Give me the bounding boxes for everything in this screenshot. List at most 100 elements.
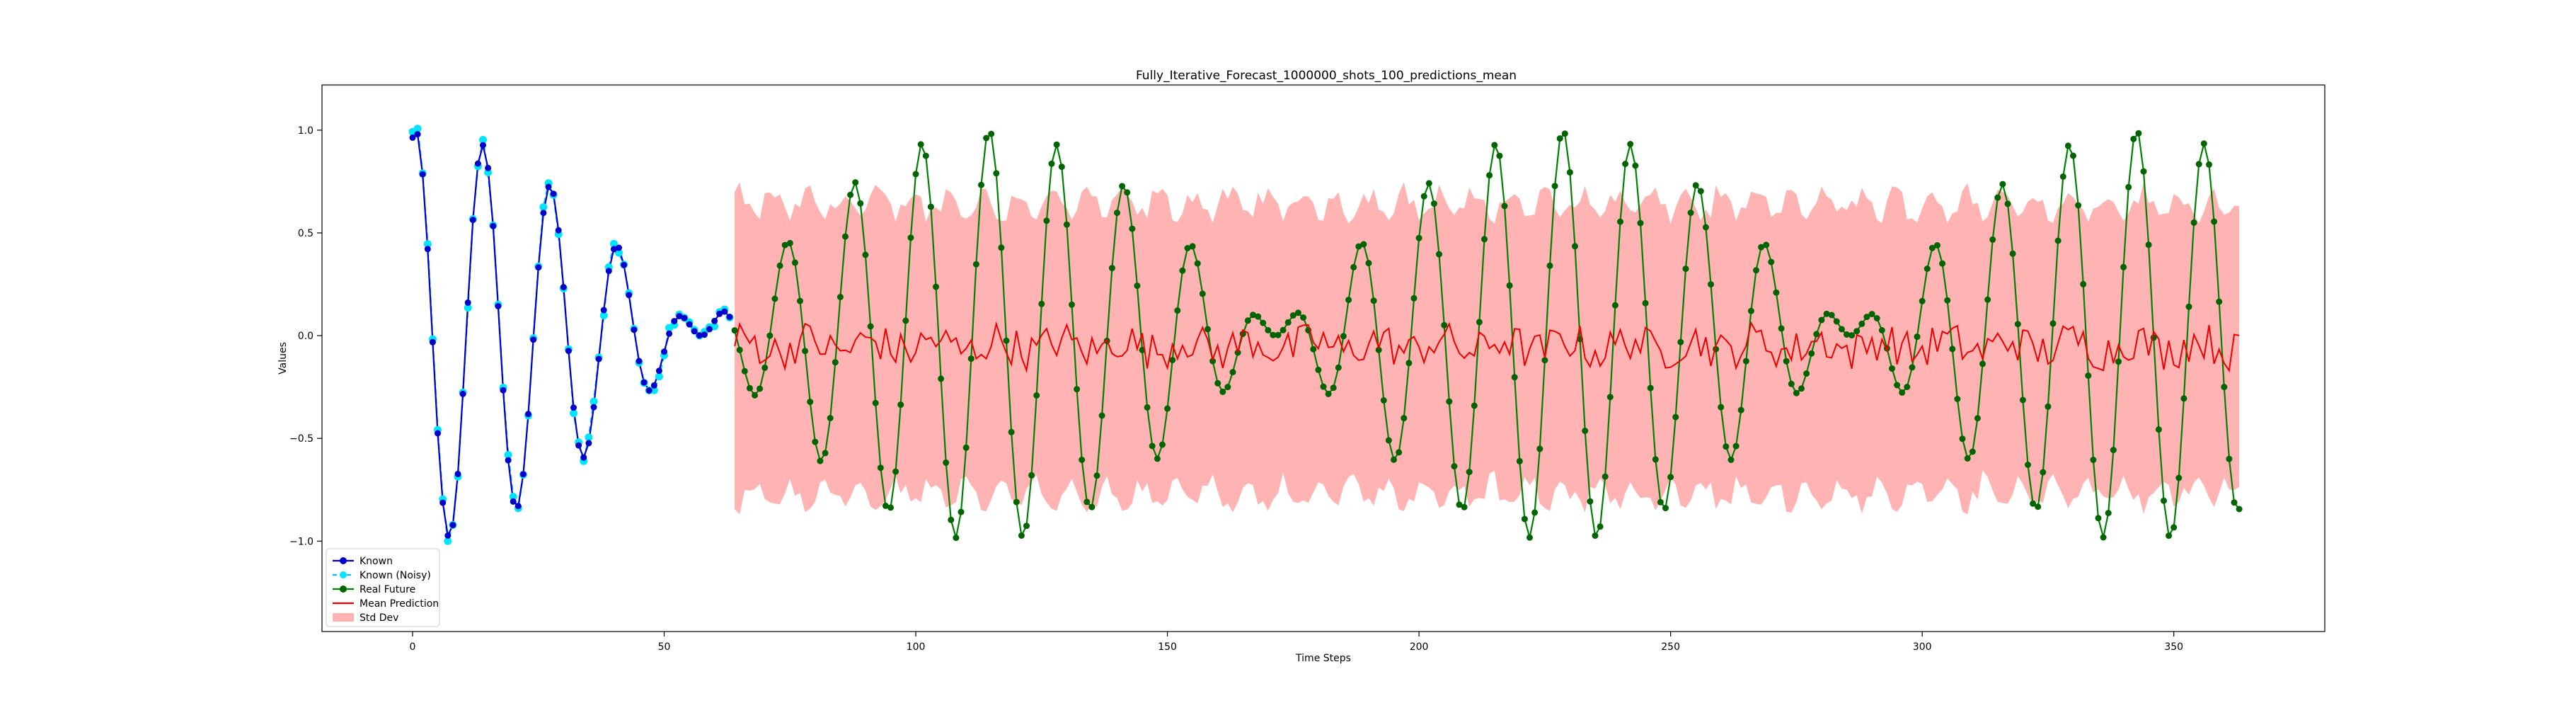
- real-future-point: [2095, 515, 2102, 522]
- real-future-point: [2100, 534, 2107, 541]
- x-tick-label: 300: [1913, 641, 1932, 653]
- real-future-point: [1069, 301, 1075, 308]
- real-future-point: [791, 259, 798, 266]
- known-point: [661, 348, 667, 355]
- known-noisy-point: [599, 312, 608, 319]
- real-future-point: [2145, 241, 2152, 249]
- real-future-point: [1889, 365, 1895, 372]
- real-future-point: [812, 438, 819, 445]
- real-future-point: [757, 385, 764, 392]
- real-future-point: [1974, 415, 1981, 422]
- real-future-point: [2009, 250, 2016, 257]
- real-future-point: [1798, 385, 1805, 392]
- real-future-point: [1944, 297, 1951, 304]
- real-future-point: [1833, 318, 1840, 325]
- real-future-point: [1602, 473, 1609, 480]
- real-future-point: [2030, 500, 2037, 507]
- real-future-point: [867, 323, 874, 330]
- real-future-point: [1360, 241, 1367, 248]
- real-future-point: [1788, 380, 1795, 387]
- known-point: [474, 160, 481, 167]
- real-future-point: [1430, 200, 1437, 207]
- real-future-point: [2075, 202, 2082, 209]
- real-future-point: [1496, 152, 1503, 159]
- known-point: [495, 302, 502, 309]
- real-future-point: [2216, 298, 2223, 305]
- known-point: [514, 503, 522, 510]
- real-future-point: [1461, 503, 1468, 510]
- real-future-point: [1928, 244, 1936, 251]
- real-future-point: [1385, 437, 1392, 444]
- real-future-point: [1737, 406, 1744, 413]
- real-future-point: [2221, 384, 2228, 391]
- real-future-point: [943, 459, 950, 466]
- real-future-point: [2059, 173, 2066, 180]
- real-future-point: [1873, 315, 1880, 321]
- real-future-point: [2045, 403, 2052, 410]
- real-future-point: [1355, 243, 1362, 250]
- real-future-point: [1677, 338, 1684, 346]
- real-future-point: [972, 261, 979, 268]
- known-point: [645, 387, 652, 394]
- known-noisy-point: [650, 386, 658, 394]
- real-future-point: [912, 171, 919, 178]
- real-future-point: [1949, 346, 1956, 353]
- known-noisy-point: [444, 537, 452, 545]
- real-future-point: [907, 234, 914, 241]
- real-future-point: [983, 135, 990, 142]
- known-point: [676, 313, 683, 319]
- known-point: [424, 246, 431, 253]
- real-future-point: [1899, 389, 1906, 396]
- known-noisy-point: [570, 409, 577, 418]
- real-future-point: [1964, 455, 1971, 462]
- real-future-point: [2025, 462, 2031, 468]
- real-future-point: [1617, 218, 1623, 225]
- real-future-point: [993, 170, 1000, 177]
- real-future-point: [1380, 397, 1387, 404]
- real-future-point: [1214, 379, 1221, 387]
- real-future-point: [1718, 404, 1725, 411]
- real-future-point: [1476, 319, 1483, 326]
- real-future-point: [1229, 369, 1236, 376]
- real-future-point: [1038, 300, 1045, 307]
- real-future-point: [1315, 366, 1322, 373]
- real-future-point: [1149, 442, 1156, 450]
- y-tick-label: 0.5: [298, 228, 314, 239]
- real-future-point: [958, 508, 965, 515]
- real-future-point: [1742, 358, 1749, 365]
- real-future-point: [1561, 130, 1568, 137]
- real-future-point: [1848, 332, 1856, 339]
- real-future-point: [1023, 523, 1030, 530]
- real-future-point: [2190, 219, 2197, 226]
- real-future-point: [1511, 374, 1518, 381]
- real-future-point: [1844, 331, 1850, 338]
- real-future-point: [2166, 532, 2173, 539]
- known-point: [610, 246, 617, 253]
- real-future-point: [1606, 394, 1614, 401]
- known-point: [525, 411, 531, 418]
- real-future-point: [1119, 183, 1126, 190]
- real-future-point: [1108, 265, 1115, 272]
- real-future-point: [1013, 498, 1020, 506]
- real-future-point: [1572, 243, 1578, 250]
- real-future-point: [1396, 449, 1403, 456]
- real-future-point: [1330, 384, 1337, 392]
- y-tick-label: 1.0: [298, 125, 314, 137]
- known-point: [696, 332, 703, 339]
- known-point: [716, 310, 723, 317]
- real-future-point: [1773, 289, 1780, 296]
- real-future-point: [1672, 413, 1679, 421]
- real-future-point: [933, 283, 939, 290]
- real-future-point: [1642, 299, 1649, 307]
- known-point: [706, 326, 713, 333]
- known-point: [636, 358, 643, 365]
- chart-title: Fully_Iterative_Forecast_1000000_shots_1…: [1136, 69, 1517, 83]
- real-future-point: [761, 364, 769, 371]
- real-future-point: [1270, 331, 1277, 338]
- real-future-point: [1320, 383, 1327, 390]
- real-future-point: [2090, 457, 2097, 463]
- real-future-point: [2080, 280, 2087, 287]
- x-tick-label: 350: [2164, 641, 2183, 653]
- real-future-point: [1501, 202, 1508, 210]
